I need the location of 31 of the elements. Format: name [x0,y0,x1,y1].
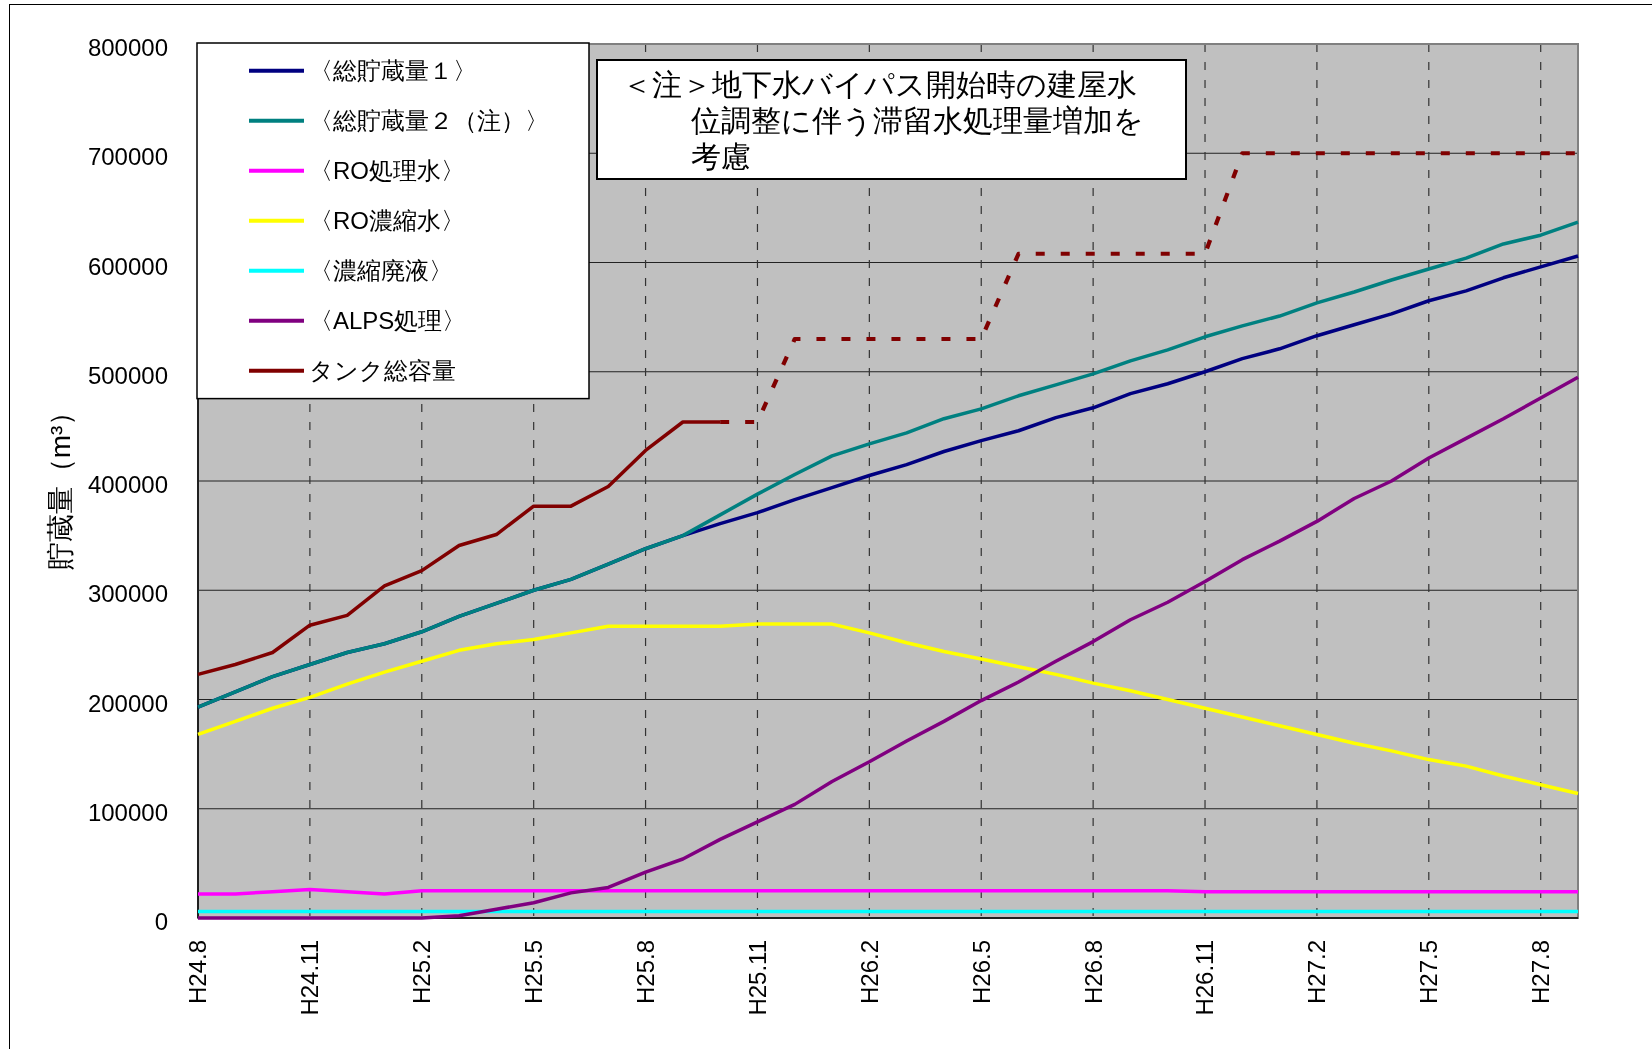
x-tick-label: H27.8 [1527,940,1555,1005]
y-tick-label: 300000 [87,580,168,608]
x-tick-label: H26.2 [855,940,883,1005]
x-tick-label: H25.2 [408,940,436,1005]
x-tick-label: H26.8 [1079,940,1107,1005]
x-tick-label: H25.11 [743,940,771,1016]
y-axis-title: 貯蔵量（m³） [44,397,76,571]
y-tick-label: 800000 [87,34,168,61]
x-tick-label: H25.8 [631,940,659,1005]
x-tick-label: H27.2 [1303,940,1331,1005]
y-tick-label: 400000 [87,471,168,498]
y-tick-label: 0 [154,908,168,935]
legend-label: 〈濃縮廃液〉 [309,257,453,285]
y-tick-label: 500000 [87,361,168,389]
legend-label: 〈RO処理水〉 [309,157,465,185]
legend-label: タンク総容量 [309,357,456,385]
y-tick-label: 600000 [87,252,168,280]
legend-label: 〈RO濃縮水〉 [309,207,465,235]
legend-label: 〈総貯蔵量１〉 [309,57,477,85]
x-tick-label: H24.8 [184,940,212,1005]
x-tick-label: H24.11 [296,940,324,1016]
x-tick-label: H26.5 [967,940,995,1005]
y-tick-label: 200000 [87,689,168,717]
y-tick-label: 100000 [87,798,168,826]
legend-label: 〈総貯蔵量２（注）〉 [309,107,549,135]
x-tick-label: H27.5 [1415,940,1443,1005]
x-tick-label: H25.5 [520,940,548,1005]
y-tick-label: 700000 [87,143,168,171]
annotation: ＜注＞地下水バイパス開始時の建屋水位調整に伴う滞留水処理量増加を考慮 [596,59,1187,180]
legend-label: 〈ALPS処理〉 [309,307,467,335]
x-tick-label: H26.11 [1191,940,1219,1016]
